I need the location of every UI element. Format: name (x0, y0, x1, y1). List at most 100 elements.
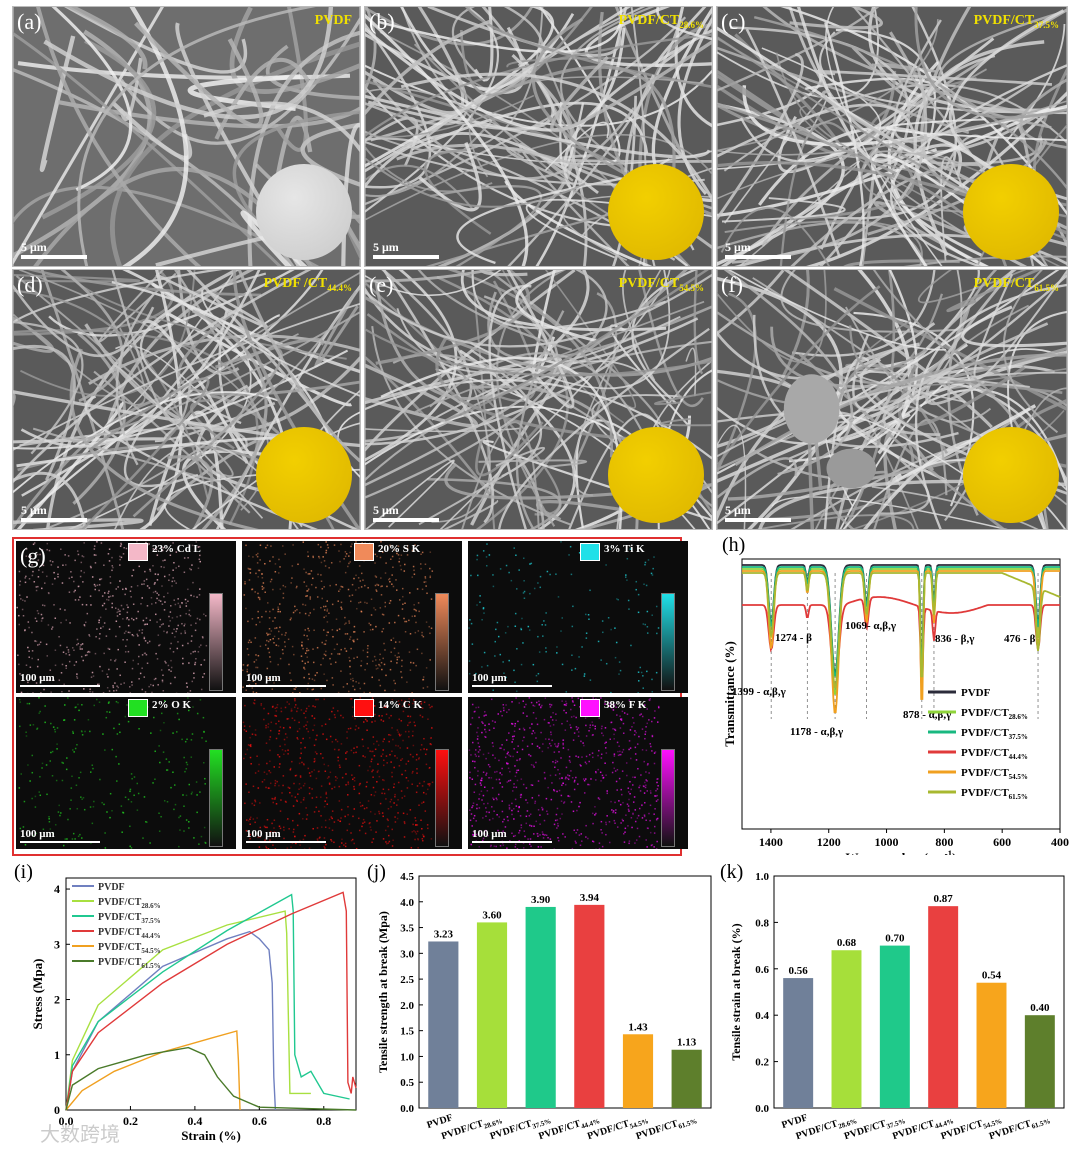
eds-dot (331, 810, 334, 812)
eds-dot (482, 794, 485, 797)
eds-dot (242, 721, 245, 724)
eds-dot (517, 769, 520, 771)
eds-dot (190, 568, 192, 571)
eds-dot (302, 541, 305, 543)
eds-dot (477, 735, 479, 738)
eds-dot (139, 672, 142, 675)
eds-dot (491, 806, 493, 808)
eds-dot (266, 762, 268, 765)
eds-dot (409, 721, 412, 724)
eds-dot (322, 733, 324, 735)
eds-dot (194, 663, 196, 666)
eds-dot (623, 841, 626, 843)
eds-dot (278, 766, 281, 768)
eds-dot (31, 797, 33, 800)
eds-dot (571, 697, 573, 699)
eds-dot (352, 685, 354, 688)
scale-bar-label: 5 μm (373, 503, 399, 517)
eds-dot (364, 718, 367, 721)
eds-dot (644, 623, 647, 626)
eds-dot (363, 821, 366, 823)
eds-dot (90, 566, 92, 569)
eds-dot (330, 562, 333, 564)
eds-dot (355, 574, 357, 577)
eds-dot (508, 571, 510, 574)
eds-dot (349, 698, 352, 700)
fiber (427, 477, 562, 529)
eds-dot (634, 746, 637, 749)
eds-dot (89, 806, 92, 808)
eds-dot (359, 801, 361, 804)
eds-dot (129, 825, 131, 828)
eds-dot (393, 766, 395, 769)
eds-dot (581, 646, 583, 648)
eds-dot (275, 737, 278, 740)
eds-dot (192, 706, 194, 708)
eds-dot (503, 709, 505, 712)
eds-dot (381, 668, 383, 671)
eds-dot (415, 759, 418, 761)
eds-dot (297, 738, 299, 740)
eds-dot (651, 844, 654, 846)
eds-dot (379, 653, 381, 656)
eds-dot (646, 632, 649, 634)
eds-dot (291, 795, 293, 797)
eds-dot (287, 753, 289, 755)
eds-dot (501, 831, 503, 834)
eds-dot (530, 825, 533, 827)
eds-dot (244, 582, 246, 585)
eds-dot (645, 726, 647, 728)
eds-dot (389, 734, 392, 736)
eds-dot (345, 752, 347, 754)
eds-dot (592, 756, 594, 759)
fiber (167, 455, 214, 529)
eds-dot (277, 645, 280, 647)
eds-dot (176, 712, 179, 715)
eds-dot (514, 834, 517, 837)
eds-dot (267, 726, 269, 728)
eds-dot (493, 727, 495, 729)
eds-dot (19, 584, 21, 586)
eds-dot (648, 812, 650, 815)
eds-dot (503, 748, 505, 751)
eds-dot (387, 819, 389, 822)
eds-dot (374, 584, 377, 587)
eds-dot (25, 548, 28, 550)
eds-scale-bar: 100 μm (246, 672, 326, 687)
eds-dot (59, 814, 61, 817)
eds-dot (252, 680, 255, 682)
eds-dot (279, 763, 281, 765)
eds-dot (541, 704, 543, 707)
eds-dot (540, 731, 542, 734)
eds-dot (154, 582, 156, 584)
eds-dot (384, 706, 387, 708)
eds-dot (98, 584, 101, 586)
fiber (481, 7, 588, 266)
eds-dot (502, 830, 504, 832)
eds-dot (523, 580, 525, 582)
eds-dot (197, 651, 200, 653)
eds-dot (556, 819, 559, 821)
eds-dot (480, 790, 483, 793)
eds-dot (391, 727, 393, 729)
eds-dot (583, 779, 586, 782)
eds-dot (387, 825, 389, 828)
eds-dot (358, 829, 361, 832)
eds-dot (623, 712, 626, 714)
eds-dot (547, 836, 549, 839)
eds-dot (475, 749, 477, 751)
eds-dot (353, 577, 355, 580)
eds-dot (556, 790, 558, 793)
eds-dot (290, 679, 292, 682)
eds-dot (284, 645, 286, 648)
eds-dot (283, 641, 286, 643)
eds-dot (420, 701, 422, 703)
eds-dot (81, 704, 83, 706)
eds-map-image (468, 697, 660, 849)
eds-dot (95, 636, 97, 638)
eds-dot (99, 578, 102, 581)
eds-dot (585, 613, 587, 616)
eds-dot (183, 756, 185, 759)
eds-dot (382, 740, 384, 743)
eds-dot (138, 644, 140, 646)
